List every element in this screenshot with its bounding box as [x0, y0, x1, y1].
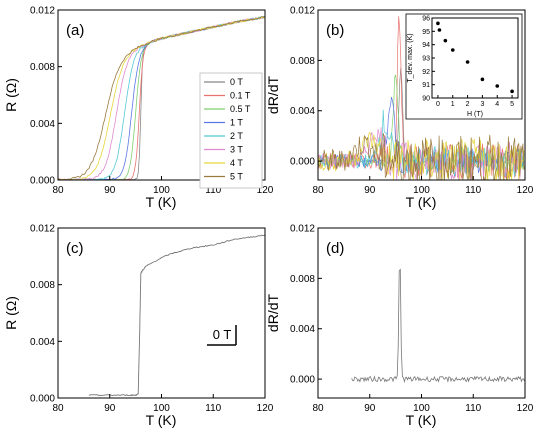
inset-xlabel: H (T): [467, 111, 483, 118]
y-tick-label: 0.008: [290, 274, 315, 285]
x-tick-label: 100: [153, 185, 170, 196]
x-tick-label: 110: [205, 185, 221, 196]
x-tick-label: 80: [312, 185, 324, 196]
legend-label: 3 T: [230, 145, 243, 155]
panel-d-ylabel: dR/dT: [265, 293, 281, 332]
panel-c-xlabel: T (K): [146, 412, 177, 428]
inset-point: [436, 21, 440, 26]
panel-a: 80 90 100 110 120 0.000 0.004 0.008 0.012 (a) T …: [3, 6, 274, 211]
legend-label: 5 T: [230, 172, 243, 182]
x-tick-label: 110: [465, 185, 481, 196]
inset-ylabel: T_dev. max. (K): [407, 33, 414, 82]
inset-y-tick-label: 94: [422, 42, 430, 49]
legend-label: 0.5 T: [230, 104, 251, 114]
y-tick-label: 0.008: [290, 56, 315, 67]
x-tick-label: 100: [413, 185, 430, 196]
y-tick-label: 0.012: [30, 6, 55, 17]
panel-b-xlabel: T (K): [406, 194, 437, 210]
panel-d-xlabel: T (K): [406, 412, 437, 428]
inset-y-tick-label: 96: [422, 16, 430, 23]
x-tick-label: 100: [413, 403, 430, 414]
inset-y-tick-label: 90: [422, 96, 430, 103]
y-tick-label: 0.004: [30, 337, 55, 348]
panel-c-ylabel: R (Ω): [3, 296, 19, 330]
panel-c-letter: (c): [66, 240, 84, 257]
panel-d: 80 90 100 110 120 0.000 0.004 0.008 0.012 (d) T …: [265, 224, 534, 429]
panel-a-ylabel: R (Ω): [3, 78, 19, 112]
resistance-line: [88, 234, 266, 397]
panel-a-legend: 0 T 0.1 T 0.5 T 1 T 2 T 3 T 4 T 5 T: [199, 72, 263, 189]
derivative-line: [318, 133, 525, 180]
y-tick-label: 0.012: [290, 224, 315, 235]
derivative-line: [351, 268, 525, 384]
legend-label: 1 T: [230, 118, 243, 128]
inset-point: [465, 60, 470, 64]
y-tick-label: 0.004: [290, 106, 315, 117]
panel-a-letter: (a): [66, 22, 84, 39]
y-tick-label: 0.008: [30, 62, 55, 73]
inset-x-tick-label: 3: [480, 101, 484, 108]
inset-point: [437, 28, 442, 32]
inset-point: [450, 48, 455, 52]
panel-b-inset: 0 1 2 3 4 5 90 91 92 93 94 95 96 H (T) T_dev. max. (…: [405, 13, 523, 120]
inset-point: [480, 77, 485, 82]
x-tick-label: 120: [517, 403, 534, 414]
series-line: [57, 16, 266, 181]
x-tick-label: 110: [465, 403, 481, 414]
panel-a-xlabel: T (K): [146, 194, 177, 210]
legend-label: 0 T: [230, 77, 243, 87]
x-tick-label: 90: [104, 185, 116, 196]
x-tick-label: 110: [205, 403, 221, 414]
y-tick-label: 0.004: [290, 324, 315, 335]
inset-y-tick-label: 92: [422, 69, 430, 76]
x-tick-label: 90: [104, 403, 116, 414]
series-line: [58, 16, 266, 181]
inset-x-tick-label: 2: [466, 101, 470, 108]
x-tick-label: 120: [257, 403, 274, 414]
y-tick-label: 0.012: [30, 224, 55, 235]
y-tick-label: 0.000: [30, 394, 55, 405]
field-annotation: 0 T: [207, 325, 237, 346]
x-tick-label: 90: [364, 185, 376, 196]
legend-box: [199, 72, 263, 189]
x-tick-label: 80: [312, 403, 324, 414]
panel-b-ylabel: dR/dT: [265, 75, 281, 114]
legend-label: 0.1 T: [230, 91, 251, 101]
legend-label: 4 T: [230, 158, 243, 168]
x-tick-label: 120: [517, 185, 534, 196]
inset-y-tick-label: 95: [422, 29, 430, 36]
inset-x-tick-label: 5: [510, 101, 514, 108]
inset-x-tick-label: 1: [451, 101, 455, 108]
panel-d-letter: (d): [326, 240, 344, 257]
x-tick-label: 80: [52, 403, 64, 414]
y-tick-label: 0.008: [30, 280, 55, 291]
x-tick-label: 80: [52, 185, 64, 196]
inset-background: [405, 13, 523, 120]
inset-point: [510, 89, 514, 94]
y-tick-label: 0.004: [30, 119, 55, 130]
y-tick-label: 0.000: [290, 157, 315, 168]
panel-c: 80 90 100 110 120 0.000 0.004 0.008 0.012 (c) T …: [3, 224, 274, 429]
y-tick-label: 0.000: [30, 176, 55, 187]
field-annotation-text: 0 T: [213, 327, 232, 342]
inset-point: [443, 38, 448, 43]
inset-x-tick-label: 4: [495, 101, 499, 108]
x-tick-label: 90: [364, 403, 376, 414]
inset-y-tick-label: 93: [422, 56, 430, 63]
inset-x-tick-label: 0: [436, 101, 440, 108]
legend-label: 2 T: [230, 131, 243, 141]
x-tick-label: 120: [257, 185, 274, 196]
inset-point: [495, 84, 500, 88]
inset-y-tick-label: 91: [422, 82, 430, 89]
y-tick-label: 0.000: [290, 375, 315, 386]
y-tick-label: 0.012: [290, 6, 315, 17]
panel-b-letter: (b): [326, 22, 344, 39]
x-tick-label: 100: [153, 403, 170, 414]
